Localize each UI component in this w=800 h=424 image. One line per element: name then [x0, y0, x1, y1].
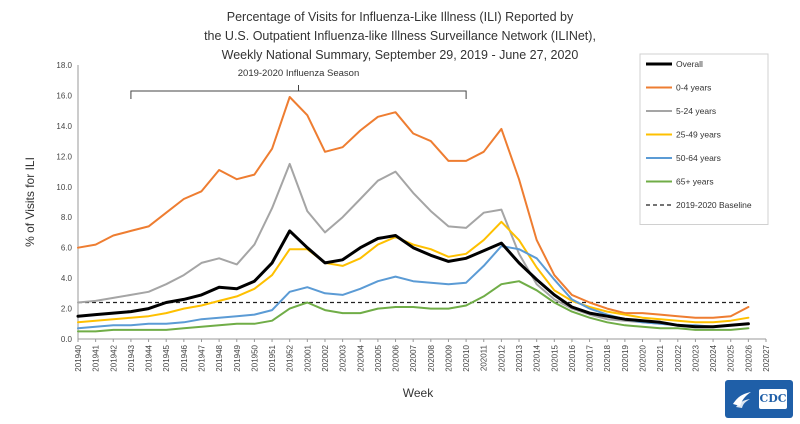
series-line-50-64-years: [77, 245, 750, 330]
x-tick-label: 202002: [321, 344, 330, 371]
y-tick-label: 4.0: [61, 274, 73, 283]
chart-legend: Overall 0-4 years 5-24 years 25-49 years 50-…: [639, 53, 769, 225]
y-tick-label: 16.0: [56, 91, 72, 100]
cdc-logo: CDC: [725, 380, 793, 418]
chart-title: Percentage of Visits for Influenza-Like …: [150, 8, 650, 65]
x-tick-label: 202024: [709, 344, 718, 371]
legend-label: 65+ years: [676, 177, 714, 187]
y-tick-label: 8.0: [61, 213, 73, 222]
x-tick-label: 202021: [656, 344, 665, 371]
x-tick-label: 201949: [233, 344, 242, 371]
x-tick-label: 202010: [462, 344, 471, 371]
x-tick-label: 202015: [550, 344, 559, 371]
x-tick-label: 201941: [92, 344, 101, 371]
chart-axes: [77, 65, 766, 340]
x-tick-label: 202022: [674, 344, 683, 371]
x-tick-label: 202014: [533, 344, 542, 371]
x-tick-label: 202001: [303, 344, 312, 371]
season-bracket: [130, 90, 467, 99]
x-tick-label: 202004: [356, 344, 365, 371]
cdc-wordmark-text: CDC: [759, 392, 787, 405]
chart-title-line-2: the U.S. Outpatient Influenza-like Illne…: [204, 29, 596, 43]
x-tick-label: 201947: [197, 344, 206, 371]
x-axis-ticks: 201940 201941 201942 201943 201944 201945 2019…: [74, 339, 771, 372]
legend-label: 5-24 years: [676, 106, 716, 116]
legend-label: 2019-2020 Baseline: [676, 200, 752, 210]
legend-label: Overall: [676, 59, 703, 69]
x-tick-label: 202017: [586, 344, 595, 371]
x-tick-label: 201948: [215, 344, 224, 371]
x-tick-label: 201942: [109, 344, 118, 371]
x-tick-label: 202019: [621, 344, 630, 371]
legend-label: 50-64 years: [676, 153, 721, 163]
x-tick-label: 201945: [162, 344, 171, 371]
y-tick-label: 0.0: [61, 335, 73, 344]
x-tick-label: 202011: [480, 344, 489, 371]
x-tick-label: 202005: [374, 344, 383, 371]
chart-title-line-1: Percentage of Visits for Influenza-Like …: [226, 10, 574, 24]
y-tick-label: 12.0: [56, 152, 72, 161]
chart-title-line-3: Weekly National Summary, September 29, 2…: [221, 48, 579, 62]
series-line-overall: [76, 229, 750, 329]
x-tick-label: 201950: [250, 344, 259, 371]
x-tick-label: 202007: [409, 344, 418, 371]
series-lines: [76, 96, 750, 333]
series-line-0-4-years: [77, 96, 750, 319]
x-tick-label: 201944: [145, 344, 154, 371]
season-annotation: 2019-2020 Influenza Season: [130, 68, 467, 99]
x-tick-label: 201952: [286, 344, 295, 371]
y-tick-label: 18.0: [56, 61, 72, 70]
x-tick-label: 201951: [268, 344, 277, 371]
legend-label: 0-4 years: [676, 83, 711, 93]
series-line-25-49-years: [77, 220, 750, 324]
legend-label: 25-49 years: [676, 130, 721, 140]
x-tick-label: 201940: [74, 344, 83, 371]
x-tick-label: 202012: [497, 344, 506, 371]
cdc-wordmark: CDC: [759, 389, 787, 409]
x-tick-label: 202018: [603, 344, 612, 371]
x-tick-label: 202025: [727, 344, 736, 371]
x-tick-label: 202006: [392, 344, 401, 371]
x-tick-label: 202003: [339, 344, 348, 371]
legend-box: [639, 53, 769, 225]
x-tick-label: 202013: [515, 344, 524, 371]
y-axis-title: % of Visits for ILI: [23, 157, 37, 247]
x-tick-label: 202027: [762, 344, 771, 371]
y-axis-ticks: 0.0 2.0 4.0 6.0 8.0 10.0 12.0 14.0 16.0 18.0: [56, 61, 72, 344]
season-label: 2019-2020 Influenza Season: [238, 68, 360, 79]
x-tick-label: 201943: [127, 344, 136, 371]
x-tick-label: 202008: [427, 344, 436, 371]
x-tick-label: 202026: [744, 344, 753, 371]
x-tick-label: 202016: [568, 344, 577, 371]
x-tick-label: 201946: [180, 344, 189, 371]
x-axis-title: Week: [403, 386, 434, 400]
x-tick-label: 202023: [691, 344, 700, 371]
y-tick-label: 6.0: [61, 244, 73, 253]
series-line-65-years: [77, 280, 750, 333]
y-tick-label: 14.0: [56, 122, 72, 131]
x-tick-label: 202009: [444, 344, 453, 371]
hhs-eagle-icon: [733, 392, 751, 408]
x-tick-label: 202020: [639, 344, 648, 371]
y-tick-label: 2.0: [61, 305, 73, 314]
y-tick-label: 10.0: [56, 183, 72, 192]
